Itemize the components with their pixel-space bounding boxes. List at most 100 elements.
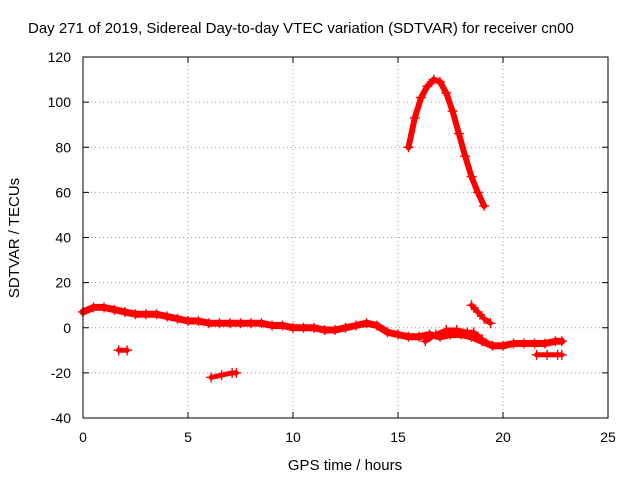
series-segment-d [531, 349, 567, 360]
data-point-arc-5 [435, 76, 445, 87]
data-point-segment-e-5 [468, 327, 479, 338]
data-point-main-band-43 [529, 338, 540, 349]
data-point-main-band-26 [351, 320, 361, 331]
data-point-main-band-42 [519, 338, 529, 349]
y-tick-label--40: -40 [51, 410, 71, 426]
data-point-main-band-6 [141, 309, 151, 320]
data-point-main-band-44 [540, 338, 550, 349]
y-tick-label-0: 0 [63, 320, 71, 336]
data-point-segment-c-0 [466, 300, 477, 311]
data-point-main-band-40 [498, 340, 508, 351]
data-point-main-band-1 [88, 302, 99, 313]
y-tick-label-40: 40 [55, 230, 71, 246]
data-point-main-band-41 [508, 338, 519, 349]
x-tick-label-5: 5 [184, 429, 192, 445]
data-point-arc-7 [447, 106, 458, 117]
y-tick-label-60: 60 [55, 184, 71, 200]
data-point-main-band-22 [309, 322, 319, 333]
y-tick-label--20: -20 [51, 365, 71, 381]
data-point-main-band-23 [319, 325, 330, 336]
data-point-main-band-15 [235, 318, 246, 329]
data-point-main-band-9 [172, 313, 183, 324]
data-series [78, 74, 567, 383]
series-arc [403, 74, 490, 211]
data-point-arc-1 [409, 112, 420, 123]
data-point-segment-c-2 [479, 313, 490, 324]
data-point-main-band-31 [403, 331, 414, 342]
data-point-segment-e-2 [441, 325, 452, 336]
data-point-main-band-17 [256, 318, 267, 329]
data-point-main-band-20 [288, 322, 298, 333]
data-point-main-band-25 [340, 322, 351, 333]
data-point-arc-4 [428, 74, 439, 85]
data-point-arc-9 [460, 151, 471, 162]
y-tick-label-100: 100 [48, 94, 72, 110]
data-point-main-band-7 [151, 309, 162, 320]
series-segment-b [206, 367, 242, 383]
tick-labels: 0 5 10 15 20 25 -40 -20 0 20 40 60 80 100 120 [48, 49, 616, 445]
data-point-main-band-3 [109, 304, 120, 315]
data-point-arc-2 [416, 92, 427, 103]
x-tick-label-10: 10 [285, 429, 301, 445]
data-point-segment-e-1 [430, 329, 441, 340]
y-tick-label-80: 80 [55, 139, 71, 155]
data-point-segment-b-0 [206, 372, 217, 383]
data-point-main-band-5 [130, 309, 141, 320]
data-point-segment-a-1 [122, 345, 133, 356]
series-main-band [78, 302, 567, 351]
x-axis-label: GPS time / hours [288, 457, 402, 474]
data-point-main-band-21 [298, 322, 309, 333]
data-point-segment-e-6 [477, 334, 487, 345]
data-point-segment-a-0 [113, 345, 124, 356]
gridlines [83, 57, 608, 418]
series-segment-e [420, 325, 487, 347]
data-point-arc-12 [479, 200, 490, 211]
series-line-arc [405, 76, 488, 209]
data-point-arc-11 [472, 187, 483, 198]
data-point-main-band-10 [183, 315, 193, 326]
data-point-segment-b-1 [216, 370, 227, 381]
data-point-segment-e-3 [451, 325, 462, 336]
data-point-main-band-14 [225, 318, 235, 329]
data-point-arc-3 [422, 81, 433, 92]
data-point-main-band-32 [414, 331, 424, 342]
series-segment-c [466, 300, 496, 329]
data-point-main-band-24 [330, 325, 340, 336]
data-point-main-band-39 [487, 340, 498, 351]
data-point-segment-b-3 [231, 367, 242, 378]
data-point-main-band-16 [246, 318, 256, 329]
series-line-segment-c [469, 302, 493, 326]
x-tick-label-0: 0 [79, 429, 87, 445]
data-point-main-band-28 [372, 320, 382, 331]
data-point-arc-10 [466, 171, 477, 182]
data-point-main-band-46 [556, 336, 567, 347]
data-point-main-band-11 [193, 315, 204, 326]
data-point-segment-e-0 [420, 336, 431, 347]
data-point-main-band-8 [162, 311, 172, 322]
plot-frame [82, 56, 609, 419]
data-point-main-band-29 [382, 327, 393, 338]
data-point-segment-c-3 [485, 318, 496, 329]
x-tick-label-25: 25 [600, 429, 616, 445]
data-point-arc-0 [403, 142, 414, 153]
y-axis-label: SDTVAR / TECUs [6, 178, 23, 298]
y-tick-label-20: 20 [55, 275, 71, 291]
data-point-main-band-18 [267, 320, 277, 331]
axis-ticks [82, 56, 609, 419]
data-point-segment-d-3 [556, 349, 567, 360]
data-point-segment-d-0 [531, 349, 542, 360]
data-point-segment-d-1 [542, 349, 553, 360]
data-point-main-band-2 [99, 302, 109, 313]
data-point-main-band-12 [204, 318, 214, 329]
data-point-arc-8 [453, 128, 464, 139]
data-point-main-band-4 [120, 306, 130, 317]
series-segment-a [113, 345, 133, 356]
data-point-main-band-13 [214, 318, 225, 329]
chart-title: Day 271 of 2019, Sidereal Day-to-day VTE… [28, 20, 574, 37]
data-point-main-band-27 [361, 318, 372, 329]
x-tick-label-15: 15 [390, 429, 406, 445]
data-point-arc-6 [441, 88, 452, 99]
data-point-segment-c-1 [472, 306, 483, 317]
data-point-main-band-19 [277, 320, 288, 331]
